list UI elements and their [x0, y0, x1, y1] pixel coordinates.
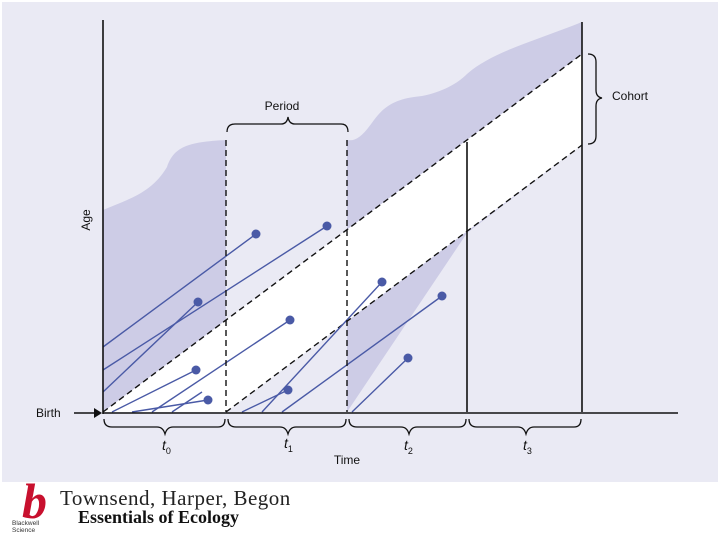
publisher-logo-icon: b — [22, 473, 47, 529]
interval-label-t3: t3 — [523, 437, 532, 456]
period-bracket — [226, 116, 349, 133]
cohort-diagram: Age Birth Time Period Cohort t0 t1 t2 — [36, 20, 678, 467]
lifeline — [281, 295, 443, 413]
cohort-band — [103, 54, 582, 412]
death-dot — [403, 353, 413, 363]
lifeline — [171, 391, 203, 413]
cohort-lower-boundary — [225, 144, 583, 413]
interval-bracket-t1 — [227, 418, 347, 437]
interval-label-t1: t1 — [284, 435, 293, 454]
lifeline — [102, 225, 328, 371]
death-dot — [285, 315, 295, 325]
birth-label: Birth — [36, 406, 61, 420]
interval-label-t2: t2 — [404, 437, 413, 456]
lifeline — [131, 399, 209, 413]
birth-arrow-icon — [94, 408, 102, 418]
lifeline — [102, 301, 199, 393]
lifeline — [241, 389, 289, 413]
publisher-name: Blackwell Science — [12, 520, 40, 534]
footer — [0, 482, 720, 540]
period-label: Period — [265, 99, 300, 113]
book-authors: Townsend, Harper, Begon — [60, 486, 291, 510]
death-dots — [191, 221, 447, 405]
interval-bracket-t0 — [103, 418, 226, 437]
y-axis-label: Age — [79, 209, 93, 231]
death-dot — [283, 385, 293, 395]
death-dot — [191, 365, 201, 375]
death-dot — [203, 395, 213, 405]
lifeline — [111, 369, 197, 413]
lifeline — [261, 281, 383, 413]
cohort-label: Cohort — [612, 89, 649, 103]
figure-panel: Age Birth Time Period Cohort t0 t1 t2 — [2, 2, 718, 482]
interval-bracket-t2 — [348, 418, 467, 437]
lifeline — [102, 233, 257, 348]
book-title: Essentials of Ecology — [78, 507, 240, 527]
death-dot — [437, 291, 447, 301]
x-axis-label: Time — [334, 453, 361, 467]
cohort-bracket — [587, 53, 603, 145]
lifeline — [151, 319, 291, 413]
lifelines — [102, 225, 443, 413]
interval-label-t0: t0 — [162, 437, 171, 456]
death-dot — [322, 221, 332, 231]
death-dot — [377, 277, 387, 287]
interval-bracket-t3 — [468, 418, 582, 437]
lifeline — [351, 357, 409, 413]
death-dot — [251, 229, 261, 239]
death-dot — [193, 297, 203, 307]
